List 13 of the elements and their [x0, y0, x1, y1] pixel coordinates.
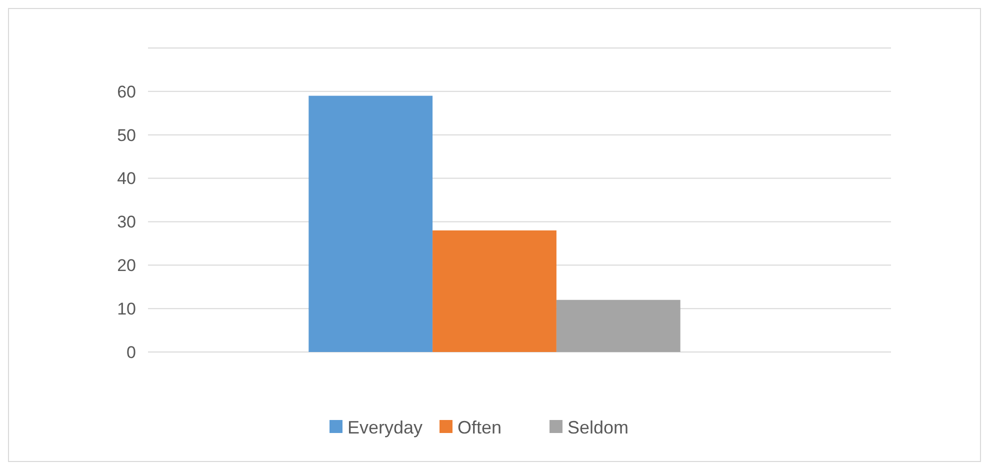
y-tick-label: 60: [117, 82, 136, 102]
y-tick-label: 20: [117, 256, 136, 276]
bar: [432, 230, 556, 352]
bar: [556, 300, 680, 352]
y-tick-label: 50: [117, 126, 136, 145]
y-tick-label: 10: [117, 300, 136, 319]
y-tick-label: 30: [117, 212, 136, 232]
legend-label: Everyday: [348, 417, 423, 438]
bar: [308, 96, 433, 352]
legend-label: Often: [458, 417, 502, 438]
y-tick-label: 40: [117, 169, 136, 188]
y-tick-label: 0: [126, 342, 136, 362]
legend-label: Seldom: [568, 417, 629, 438]
